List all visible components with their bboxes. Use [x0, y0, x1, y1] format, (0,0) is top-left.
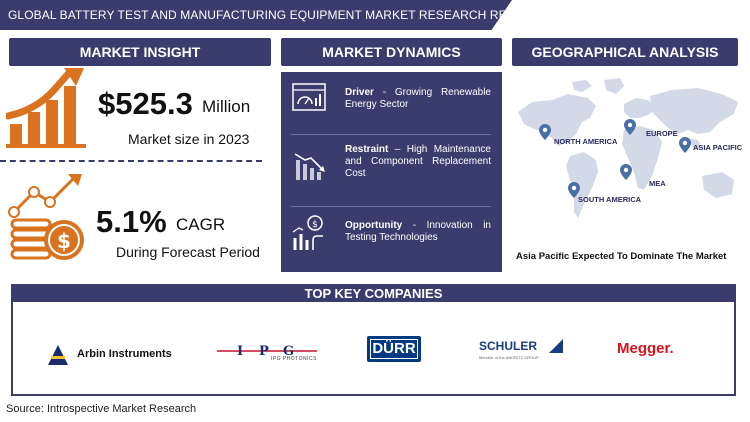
restraint-label: Restraint	[345, 144, 389, 155]
company-logo-arbin: Arbin Instruments	[47, 344, 177, 366]
company-logo-ipg: I P G IPG PHOTONICS	[217, 342, 317, 368]
market-size-value: $525.3	[98, 86, 193, 121]
europe-pin-icon	[624, 119, 636, 135]
region-label: MEA	[649, 179, 666, 188]
report-title: GLOBAL BATTERY TEST AND MANUFACTURING EQ…	[0, 0, 512, 30]
geographical-analysis-header: GEOGRAPHICAL ANALYSIS	[512, 38, 738, 66]
asia-pacific-pin-icon	[679, 137, 691, 153]
region-label: SOUTH AMERICA	[578, 195, 642, 204]
svg-text:I: I	[237, 344, 243, 359]
market-dynamics-header: MARKET DYNAMICS	[281, 38, 502, 66]
north-america-pin-icon	[539, 124, 551, 140]
arbin-logo-icon	[48, 345, 68, 365]
schuler-logo-icon	[549, 339, 563, 353]
geo-caption: Asia Pacific Expected To Dominate The Ma…	[516, 251, 727, 262]
world-map	[518, 78, 738, 218]
region-label: EUROPE	[646, 129, 678, 138]
svg-text:$: $	[312, 220, 318, 230]
dynamics-separator	[291, 134, 491, 135]
svg-text:P: P	[259, 344, 269, 359]
cagr-value: 5.1%	[96, 204, 167, 239]
market-dynamics-panel: Driver - Growing Renewable Energy Sector…	[281, 72, 502, 272]
insight-divider	[0, 160, 262, 162]
market-size-unit: Million	[202, 97, 251, 116]
cagr-unit: CAGR	[176, 215, 226, 234]
restraint-text: Restraint – High Maintenance and Compone…	[345, 144, 491, 179]
company-logo-schuler: SCHULER Member of the ANDRITZ GROUP	[479, 339, 563, 365]
dynamics-restraint: Restraint – High Maintenance and Compone…	[281, 134, 502, 206]
market-size-caption: Market size in 2023	[128, 131, 250, 147]
top-key-companies-header: TOP KEY COMPANIES	[13, 286, 734, 302]
dynamics-driver: Driver - Growing Renewable Energy Sector	[281, 72, 502, 134]
declining-chart-icon	[294, 153, 325, 180]
opportunity-text: Opportunity - Innovation in Testing Tech…	[345, 220, 491, 243]
svg-text:G: G	[283, 344, 294, 359]
dashboard-chart-icon	[292, 83, 326, 111]
mea-pin-icon	[620, 164, 632, 180]
growth-bar-chart-icon	[6, 68, 86, 148]
cagr-caption: During Forecast Period	[116, 244, 260, 260]
svg-text:$: $	[57, 229, 71, 253]
top-key-companies-box: TOP KEY COMPANIES Arbin Instruments I P …	[11, 284, 736, 396]
company-subtitle: Member of the ANDRITZ GROUP	[479, 355, 539, 360]
source-note: Source: Introspective Market Research	[6, 403, 197, 415]
coin-growth-icon: $	[8, 174, 84, 260]
region-label: ASIA PACIFIC	[693, 143, 743, 152]
driver-label: Driver	[345, 87, 374, 98]
growth-coin-icon: $	[292, 215, 323, 250]
company-logo-durr: DÜRR	[367, 336, 421, 362]
company-name: SCHULER	[479, 339, 538, 353]
company-name: Arbin Instruments	[77, 348, 172, 360]
company-logo-megger: Megger.	[617, 340, 674, 357]
market-insight-header: MARKET INSIGHT	[9, 38, 271, 66]
dynamics-opportunity: $	[281, 206, 502, 272]
driver-text: Driver - Growing Renewable Energy Sector	[345, 87, 491, 110]
south-america-pin-icon	[568, 182, 580, 198]
restraint-description: High Maintenance and Component Replaceme…	[345, 144, 491, 179]
region-label: NORTH AMERICA	[554, 137, 618, 146]
opportunity-label: Opportunity	[345, 220, 403, 231]
driver-description: Growing Renewable Energy Sector	[345, 87, 491, 110]
dynamics-separator	[291, 206, 491, 207]
company-name: DÜRR	[370, 339, 418, 359]
ipg-logo-icon: I P G	[217, 344, 317, 359]
opportunity-description: Innovation in Testing Technologies	[345, 220, 491, 243]
company-name: IPG PHOTONICS	[270, 356, 317, 362]
